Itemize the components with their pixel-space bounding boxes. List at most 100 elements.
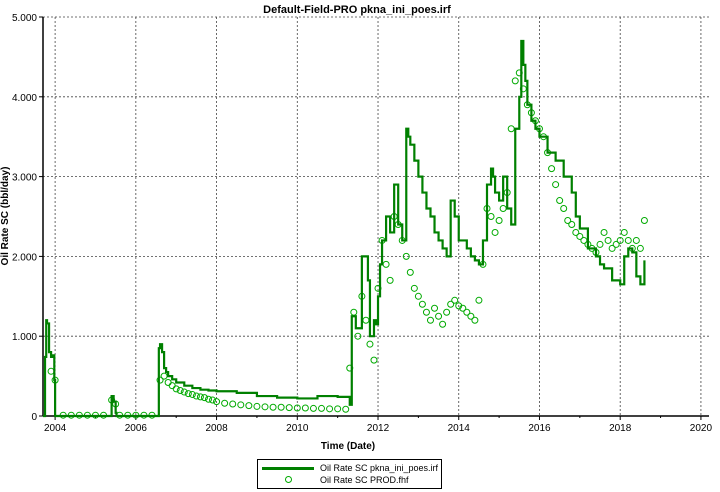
- observed-point: [160, 372, 168, 380]
- observed-point: [221, 399, 229, 407]
- observed-point: [318, 404, 326, 412]
- observed-point: [402, 252, 410, 260]
- observed-point: [495, 216, 503, 224]
- observed-point: [293, 404, 301, 412]
- y-tick-label: 2.000: [12, 252, 37, 263]
- observed-point: [172, 385, 180, 393]
- observed-point: [616, 236, 624, 244]
- legend-item-simulated: Oil Rate SC pkna_ini_poes.irf: [258, 462, 441, 474]
- observed-point: [604, 236, 612, 244]
- legend-label-observed: Oil Rate SC PROD.fhf: [320, 475, 409, 485]
- x-tick-label: 2010: [286, 423, 309, 434]
- simulated-series: [43, 39, 646, 418]
- observed-point: [350, 308, 358, 316]
- observed-point: [418, 300, 426, 308]
- y-axis-label: Oil Rate SC (bbl/day): [0, 167, 11, 266]
- observed-point: [471, 316, 479, 324]
- x-tick-label: 2008: [205, 423, 228, 434]
- observed-point: [237, 401, 245, 409]
- observed-point: [608, 244, 616, 252]
- observed-point: [426, 316, 434, 324]
- observed-point: [366, 340, 374, 348]
- observed-point: [640, 216, 648, 224]
- observed-point: [487, 213, 495, 220]
- observed-point: [459, 304, 467, 312]
- observed-point: [229, 400, 237, 408]
- observed-point: [342, 405, 350, 413]
- observed-point: [447, 300, 455, 308]
- observed-point: [511, 77, 519, 85]
- observed-point: [362, 316, 370, 324]
- observed-point: [556, 197, 564, 205]
- legend-line-swatch: [262, 467, 314, 470]
- observed-point: [431, 304, 439, 312]
- observed-point: [435, 312, 443, 320]
- legend: Oil Rate SC pkna_ini_poes.irf Oil Rate S…: [257, 459, 442, 489]
- x-tick-label: 2006: [125, 423, 148, 434]
- observed-point: [354, 332, 362, 340]
- y-ticks: 0 1.000 2.000 3.000 4.000 5.000: [12, 13, 43, 423]
- observed-point: [624, 236, 632, 244]
- legend-item-observed: Oil Rate SC PROD.fhf: [258, 474, 441, 486]
- observed-point: [414, 292, 422, 300]
- observed-point: [463, 308, 471, 316]
- x-tick-label: 2018: [609, 423, 632, 434]
- y-tick-label: 0: [31, 412, 37, 423]
- observed-point: [632, 236, 640, 244]
- observed-point: [204, 395, 212, 403]
- observed-point: [261, 403, 269, 411]
- observed-point: [180, 388, 188, 396]
- observed-point: [620, 228, 628, 236]
- x-axis-label: Time (Date): [321, 441, 375, 452]
- observed-point: [285, 404, 293, 412]
- observed-point: [334, 405, 342, 413]
- observed-point: [499, 205, 507, 213]
- observed-point: [47, 367, 55, 375]
- observed-point: [600, 228, 608, 236]
- observed-point: [596, 240, 604, 248]
- observed-point: [636, 244, 644, 252]
- observed-point: [184, 390, 192, 398]
- legend-label-simulated: Oil Rate SC pkna_ini_poes.irf: [320, 463, 439, 473]
- observed-point: [213, 398, 221, 406]
- observed-point: [245, 402, 253, 410]
- observed-point: [269, 403, 277, 411]
- observed-point: [572, 228, 580, 236]
- observed-point: [612, 240, 620, 248]
- observed-point: [301, 404, 309, 412]
- chart-title: Default-Field-PRO pkna_ini_poes.irf: [263, 4, 451, 16]
- observed-point: [410, 284, 418, 292]
- observed-point: [168, 382, 176, 390]
- x-tick-label: 2016: [528, 423, 551, 434]
- observed-point: [309, 404, 317, 412]
- observed-point: [200, 394, 208, 402]
- observed-point: [196, 393, 204, 401]
- observed-point: [548, 165, 556, 173]
- observed-point: [209, 396, 217, 404]
- observed-point: [443, 308, 451, 316]
- observed-point: [564, 216, 572, 224]
- observed-point: [188, 390, 196, 398]
- x-tick-label: 2020: [690, 423, 713, 434]
- observed-point: [406, 268, 414, 276]
- observed-point: [156, 376, 164, 384]
- observed-point: [439, 320, 447, 328]
- observed-point: [192, 392, 200, 400]
- observed-point: [451, 296, 459, 304]
- x-tick-label: 2012: [367, 423, 390, 434]
- observed-point: [491, 228, 499, 236]
- x-tick-label: 2004: [44, 423, 67, 434]
- observed-point: [277, 403, 285, 411]
- y-tick-label: 5.000: [12, 13, 37, 24]
- grid: [43, 16, 709, 416]
- observed-series: [47, 69, 648, 419]
- observed-point: [576, 232, 584, 240]
- y-tick-label: 3.000: [12, 173, 37, 184]
- observed-point: [552, 181, 560, 189]
- observed-point: [507, 125, 515, 133]
- observed-point: [467, 312, 475, 320]
- legend-circle-swatch: [285, 476, 292, 483]
- axes: [42, 17, 709, 417]
- observed-point: [164, 378, 172, 386]
